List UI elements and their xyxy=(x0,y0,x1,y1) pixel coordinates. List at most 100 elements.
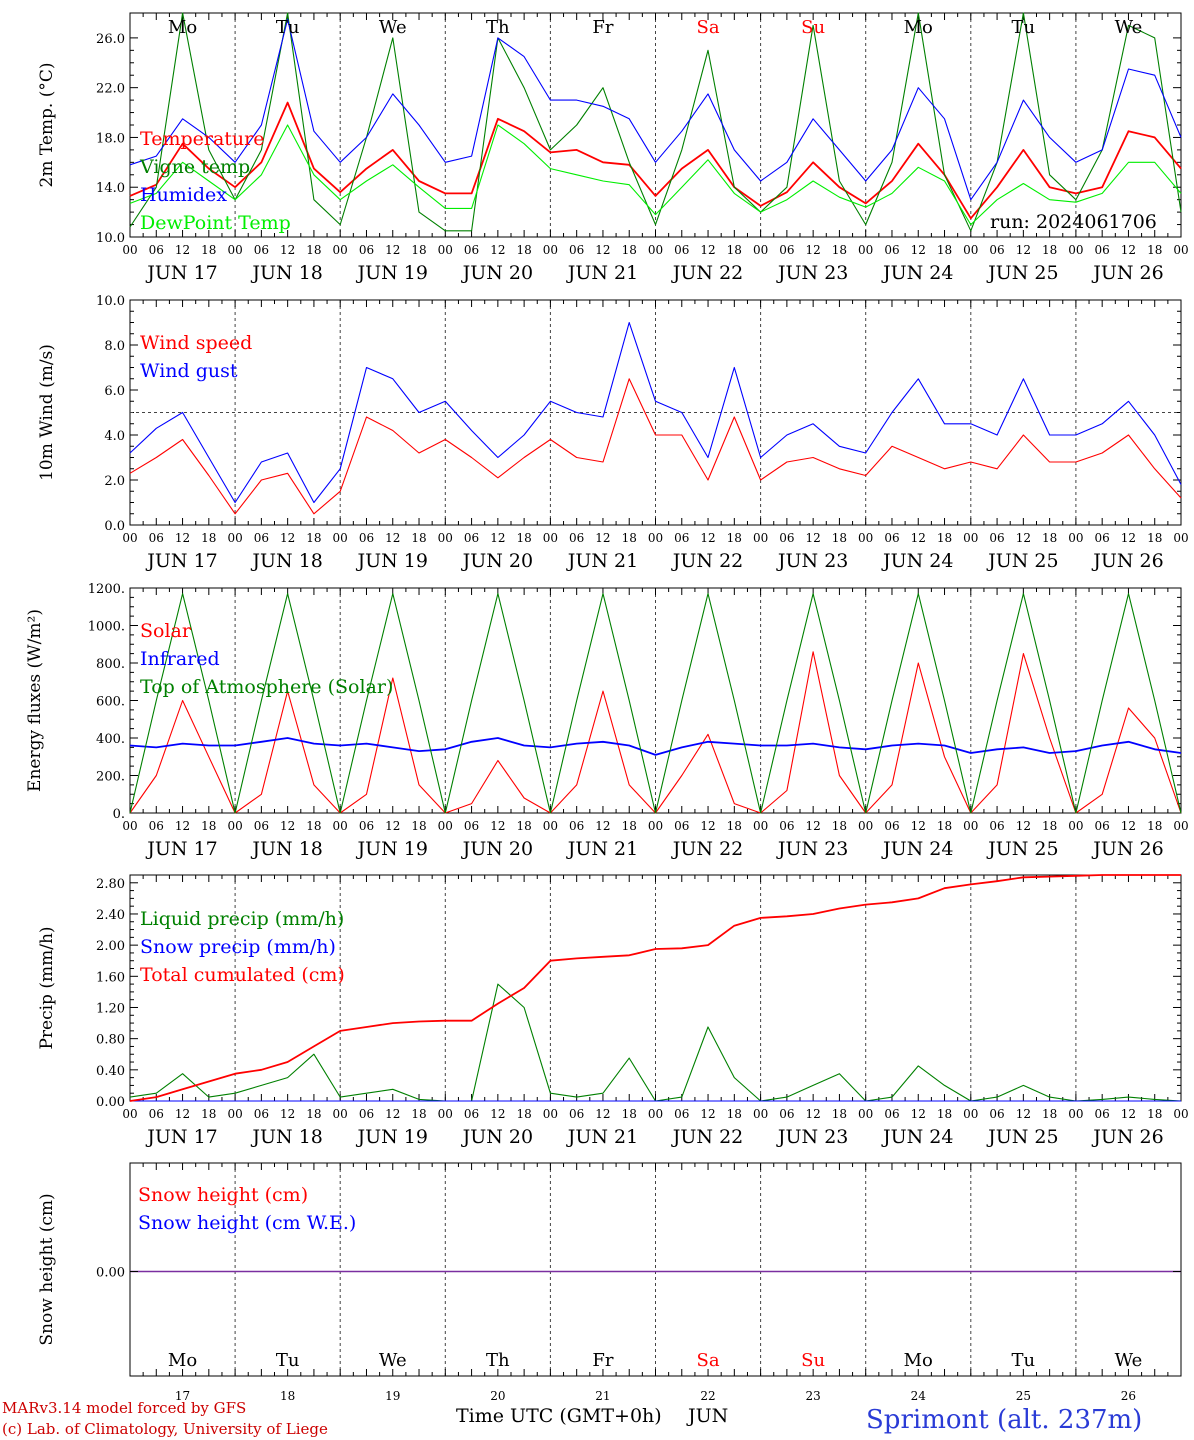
hour-label: 00 xyxy=(648,819,663,833)
hour-label: 12 xyxy=(1121,1107,1136,1121)
hour-label: 00 xyxy=(1173,531,1188,545)
hour-label: 00 xyxy=(963,531,978,545)
hour-label: 12 xyxy=(700,1107,715,1121)
hour-label: 12 xyxy=(385,531,400,545)
date-label: JUN 21 xyxy=(566,1126,638,1148)
date-label: JUN 19 xyxy=(356,838,428,860)
date-label: JUN 25 xyxy=(986,1126,1058,1148)
legend-entry: Snow height (cm) xyxy=(138,1184,308,1206)
hour-label: 06 xyxy=(779,819,794,833)
hour-label: 06 xyxy=(884,819,899,833)
hour-label: 00 xyxy=(122,1107,137,1121)
y-tick-label: 0.00 xyxy=(96,1266,125,1281)
day-number: 26 xyxy=(1121,1389,1136,1403)
date-label: JUN 22 xyxy=(671,262,743,284)
hour-label: 18 xyxy=(727,243,742,257)
hour-label: 06 xyxy=(989,243,1004,257)
hour-label: 18 xyxy=(306,531,321,545)
hour-label: 18 xyxy=(937,1107,952,1121)
series-line-dewpoint-temp xyxy=(129,124,1182,226)
date-label: JUN 23 xyxy=(776,838,848,860)
date-label: JUN 26 xyxy=(1091,550,1163,572)
day-number: 17 xyxy=(175,1389,190,1403)
hour-label: 00 xyxy=(333,531,348,545)
date-label: JUN 23 xyxy=(776,262,848,284)
hour-label: 00 xyxy=(963,1107,978,1121)
xaxis-month: JUN xyxy=(686,1405,728,1427)
hour-label: 18 xyxy=(727,819,742,833)
y-tick-label: 18.0 xyxy=(96,131,125,146)
hour-label: 00 xyxy=(648,531,663,545)
series-line-total-cumulated-cm xyxy=(129,874,1181,1102)
hour-label: 06 xyxy=(1095,819,1110,833)
hour-label: 06 xyxy=(779,531,794,545)
panel-energy: Energy fluxes (W/m²) 0. 200. 400. 600. 800. 10… xyxy=(25,582,1189,860)
panel-wind: 10m Wind (m/s) 0.0 2.0 4.0 6.0 8.0 10.0 00 06 12 1… xyxy=(37,294,1189,572)
hour-label: 12 xyxy=(490,531,505,545)
hour-label: 00 xyxy=(543,243,558,257)
hour-label: 18 xyxy=(832,1107,847,1121)
hour-label: 06 xyxy=(989,1107,1004,1121)
y-tick-label: 600. xyxy=(96,695,125,710)
day-name: Mo xyxy=(168,1350,197,1371)
y-tick-label: 14.0 xyxy=(96,181,125,196)
hour-label: 06 xyxy=(149,1107,164,1121)
hour-label: 00 xyxy=(1173,819,1188,833)
hour-label: 06 xyxy=(674,531,689,545)
hour-label: 00 xyxy=(858,243,873,257)
panel-snow: Snow height (cm) 0.00 Mo 17 Tu 18 We 19 Th 20 Fr 21… xyxy=(37,1162,1182,1403)
date-label: JUN 19 xyxy=(356,262,428,284)
y-tick-label: 1.20 xyxy=(96,1001,125,1016)
date-label: JUN 21 xyxy=(566,550,638,572)
day-number: 24 xyxy=(911,1389,927,1403)
hour-label: 18 xyxy=(1147,531,1162,545)
y-tick-label: 200. xyxy=(96,770,125,785)
hour-label: 12 xyxy=(490,1107,505,1121)
hour-label: 06 xyxy=(149,243,164,257)
legend-entry: Infrared xyxy=(140,648,220,670)
hour-label: 00 xyxy=(333,819,348,833)
day-name: Tu xyxy=(276,17,300,38)
hour-label: 12 xyxy=(806,243,821,257)
date-label: JUN 22 xyxy=(671,838,743,860)
hour-label: 12 xyxy=(175,243,190,257)
hour-label: 12 xyxy=(280,531,295,545)
hour-label: 12 xyxy=(595,531,610,545)
series-line-temperature xyxy=(129,101,1182,220)
date-label: JUN 19 xyxy=(356,1126,428,1148)
date-label: JUN 24 xyxy=(881,550,953,572)
hour-label: 00 xyxy=(753,819,768,833)
hour-label: 06 xyxy=(359,531,374,545)
y-tick-label: 2.00 xyxy=(96,939,125,954)
date-label: JUN 19 xyxy=(356,550,428,572)
hour-label: 00 xyxy=(1068,1107,1083,1121)
legend-entry: Top of Atmosphere (Solar) xyxy=(140,676,393,698)
hour-label: 06 xyxy=(1095,531,1110,545)
hour-label: 18 xyxy=(1042,531,1057,545)
y-tick-label: 0.80 xyxy=(96,1033,125,1048)
hour-label: 18 xyxy=(411,531,426,545)
hour-label: 18 xyxy=(516,531,531,545)
hour-label: 00 xyxy=(227,531,242,545)
hour-label: 12 xyxy=(1121,819,1136,833)
legend-entry: Snow height (cm W.E.) xyxy=(138,1212,356,1234)
legend-entry: Vigne temp xyxy=(139,156,250,178)
y-axis-label: Precip (mm/h) xyxy=(37,926,57,1049)
hour-label: 06 xyxy=(464,531,479,545)
hour-label: 18 xyxy=(1147,1107,1162,1121)
date-label: JUN 26 xyxy=(1091,1126,1163,1148)
series-line-infrared xyxy=(129,737,1182,756)
day-name: Su xyxy=(801,17,825,38)
hour-label: 00 xyxy=(963,819,978,833)
date-label: JUN 20 xyxy=(461,262,533,284)
hour-label: 06 xyxy=(674,243,689,257)
day-name: Mo xyxy=(904,17,933,38)
date-label: JUN 23 xyxy=(776,1126,848,1148)
hour-label: 12 xyxy=(175,1107,190,1121)
series-line-top-of-atmosphere-solar xyxy=(129,593,1182,814)
hour-label: 12 xyxy=(700,531,715,545)
hour-label: 00 xyxy=(753,243,768,257)
y-tick-label: 1.60 xyxy=(96,970,125,985)
hour-label: 18 xyxy=(622,243,637,257)
hour-label: 06 xyxy=(569,819,584,833)
